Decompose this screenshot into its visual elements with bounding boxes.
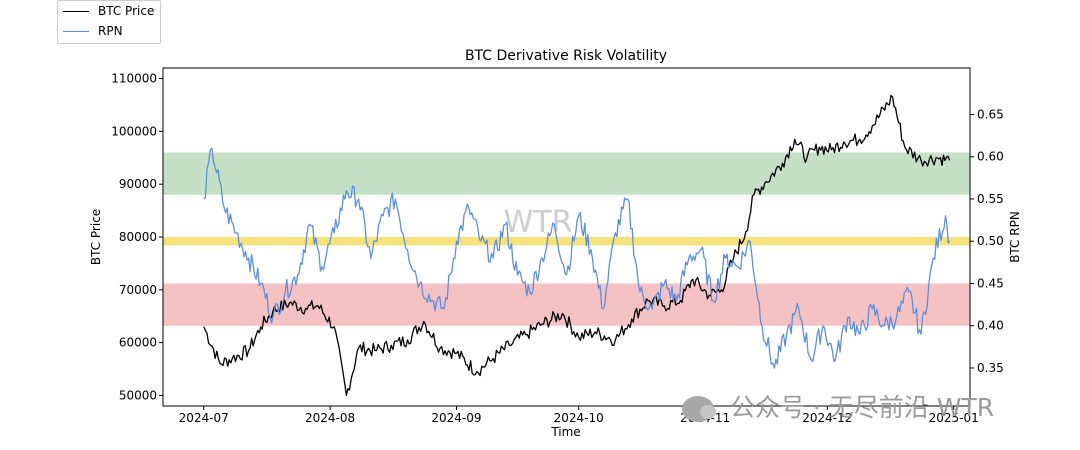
y-axis-right: 0.35 0.40 0.45 0.50 0.55 0.60 0.65	[970, 107, 1004, 375]
y-right-tick-label: 0.65	[977, 107, 1004, 121]
legend-swatch-rpn	[63, 31, 89, 32]
y-right-tick-label: 0.60	[977, 150, 1004, 164]
y-left-tick-label: 60000	[119, 336, 157, 350]
y-right-tick-label: 0.45	[977, 276, 1004, 290]
y-left-tick-label: 100000	[111, 124, 157, 138]
y-left-tick-label: 90000	[119, 177, 157, 191]
x-tick-label: 2025-01	[929, 411, 979, 425]
y-left-tick-label: 50000	[119, 388, 157, 402]
legend-label-rpn: RPN	[98, 24, 123, 38]
y-right-tick-label: 0.35	[977, 361, 1004, 375]
series-line-btc-price	[203, 94, 951, 397]
wechat-icon	[682, 396, 716, 422]
x-axis-label: Time	[550, 425, 580, 439]
chart-title: BTC Derivative Risk Volatility	[465, 48, 667, 64]
x-tick-label: 2024-12	[802, 411, 852, 425]
credit-text: 公众号 · 无尽前沿 WTR	[729, 393, 995, 422]
x-tick-label: 2024-08	[305, 411, 355, 425]
legend-swatch-btc-price	[63, 11, 89, 12]
center-watermark: WTR	[504, 205, 573, 240]
series-line-rpn	[203, 147, 951, 369]
x-tick-label: 2024-07	[179, 411, 229, 425]
y-right-tick-label: 0.40	[977, 319, 1004, 333]
series-group	[203, 94, 951, 397]
y-axis-left-label: BTC Price	[89, 209, 103, 265]
rpn-band-1	[163, 237, 970, 246]
credit-watermark: 公众号 · 无尽前沿 WTR	[682, 388, 994, 424]
legend: BTC Price RPN	[57, 0, 161, 44]
y-left-tick-label: 110000	[111, 72, 157, 86]
y-right-tick-label: 0.50	[977, 234, 1004, 248]
rpn-band-0	[163, 152, 970, 195]
rpn-bands	[163, 152, 970, 326]
y-axis-right-label: BTC RPN	[1008, 211, 1022, 263]
y-left-tick-label: 80000	[119, 230, 157, 244]
y-right-tick-label: 0.55	[977, 192, 1004, 206]
y-left-tick-label: 70000	[119, 283, 157, 297]
x-tick-label: 2024-10	[554, 411, 604, 425]
y-axis-left: 50000 60000 70000 80000 90000 100000 110000	[111, 72, 163, 402]
rpn-band-2	[163, 283, 970, 326]
legend-label-btc-price: BTC Price	[98, 4, 155, 18]
x-tick-label: 2024-09	[431, 411, 481, 425]
